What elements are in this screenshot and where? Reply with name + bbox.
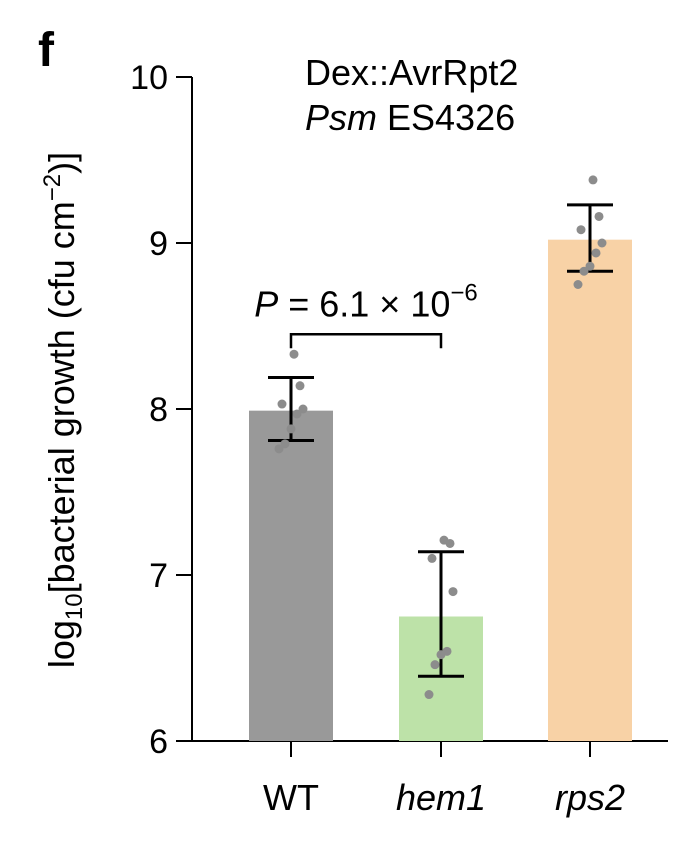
y-tick-label: 6 (149, 723, 168, 761)
x-tick-label: WT (263, 777, 319, 818)
p-value-symbol: P (254, 283, 278, 324)
data-point (427, 553, 437, 563)
data-point (585, 261, 595, 271)
data-point (442, 646, 452, 656)
data-point (573, 280, 583, 289)
data-point (424, 690, 434, 700)
x-tick-label: hem1 (396, 777, 486, 818)
data-point (295, 381, 305, 391)
p-value-label: P = 6.1 × 10−6 (254, 279, 478, 324)
data-point (591, 248, 601, 258)
ylabel-subscript: 10 (61, 593, 88, 620)
data-point (448, 587, 458, 597)
data-point (274, 444, 284, 454)
x-axis: WT hem1 rps2 (263, 741, 625, 818)
data-point (594, 211, 604, 221)
data-point (289, 349, 299, 359)
data-point (597, 238, 607, 248)
y-tick-label: 8 (149, 391, 168, 429)
y-axis-label: log10[bacterial growth (cfu cm−2)] (39, 152, 88, 668)
ylabel-middle: [bacterial growth (cfu cm (41, 201, 82, 593)
bars (249, 239, 632, 741)
data-point (430, 660, 440, 670)
data-point (277, 399, 287, 409)
data-point (439, 535, 449, 545)
p-value-exponent: −6 (450, 279, 477, 306)
data-point (280, 439, 290, 449)
ylabel-end: )] (41, 152, 82, 174)
y-tick-label: 9 (149, 225, 168, 263)
bar-2 (548, 239, 632, 741)
y-tick-label: 10 (130, 59, 168, 97)
data-point (576, 225, 586, 235)
bar-0 (249, 410, 333, 741)
significance-bracket (289, 333, 443, 349)
significance-annotation: P = 6.1 × 10−6 (254, 279, 478, 349)
data-point (292, 409, 302, 419)
panel-label: f (38, 24, 55, 77)
ylabel-superscript: −2 (39, 174, 66, 201)
chart-title-line1: Dex::AvrRpt2 (305, 52, 518, 93)
data-points (274, 175, 607, 700)
data-point (579, 266, 589, 276)
title-rest-part: ES4326 (377, 97, 515, 138)
data-point (588, 175, 598, 185)
chart-title-line2: Psm ES4326 (305, 97, 515, 138)
data-point (286, 424, 296, 434)
title-italic-part: Psm (305, 97, 377, 138)
ylabel-log: log (41, 620, 82, 668)
p-value-number: = 6.1 × 10 (278, 283, 450, 324)
y-tick-label: 7 (149, 557, 168, 595)
x-tick-label: rps2 (555, 777, 625, 818)
data-point (298, 404, 308, 414)
